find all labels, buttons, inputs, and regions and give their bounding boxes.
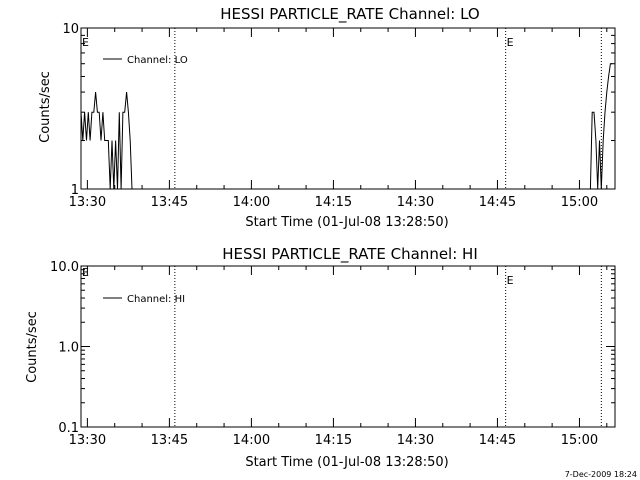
axis-ticks: 13:30 13:45 14:00 14:15 14:30 14:45 15:00 1 10 [62,22,615,210]
x-tick-label: 14:45 [479,433,516,448]
legend-entry: Channel: LO [127,55,188,66]
start-marker-label: E [82,266,89,279]
y-tick-label: 0.1 [58,421,79,436]
x-tick-label: 14:30 [397,195,434,210]
x-tick-label: 14:00 [233,195,270,210]
series-line-segment [80,92,136,190]
chart-panel-hi: HESSI PARTICLE_RATE Channel: HI Counts/s… [25,245,616,470]
plot-frame [80,265,616,428]
x-tick-label: 15:00 [561,433,598,448]
event-lines: E [174,266,602,427]
y-tick-label: 10 [62,22,79,37]
start-marker-label: E [82,36,89,49]
x-tick-label: 13:45 [151,433,188,448]
x-tick-label: 14:15 [315,195,352,210]
y-axis-label: Counts/sec [38,71,53,143]
x-axis-label: Start Time (01-Jul-08 13:28:50) [245,455,448,470]
y-tick-label: 1 [71,183,79,198]
event-line-label: E [507,36,514,49]
series-line-segment [589,63,613,190]
axis-ticks: 13:30 13:45 14:00 14:15 14:30 14:45 15:00 0.1 1.… [50,260,615,448]
legend: Channel: LO [103,55,188,66]
event-lines: E [174,28,602,189]
y-axis-label: Counts/sec [25,311,40,383]
legend-entry: Channel: HI [127,294,185,305]
chart-title: HESSI PARTICLE_RATE Channel: HI [222,245,478,264]
event-line-label: E [507,274,514,287]
y-tick-label: 1.0 [58,341,79,356]
x-tick-label: 13:45 [151,195,188,210]
x-tick-label: 15:00 [561,195,598,210]
chart-panel-lo: HESSI PARTICLE_RATE Channel: LO Counts/s… [38,5,616,230]
chart-title: HESSI PARTICLE_RATE Channel: LO [220,5,479,24]
x-tick-label: 13:30 [69,195,106,210]
x-tick-label: 14:00 [233,433,270,448]
legend: Channel: HI [103,294,185,305]
x-tick-label: 14:30 [397,433,434,448]
x-axis-label: Start Time (01-Jul-08 13:28:50) [245,215,448,230]
data-series [80,63,613,190]
x-tick-label: 13:30 [69,433,106,448]
x-tick-label: 14:45 [479,195,516,210]
footer-timestamp: 7-Dec-2009 18:24 [565,470,637,479]
y-tick-label: 10.0 [50,260,79,275]
plot-frame [80,27,616,190]
x-tick-label: 14:15 [315,433,352,448]
